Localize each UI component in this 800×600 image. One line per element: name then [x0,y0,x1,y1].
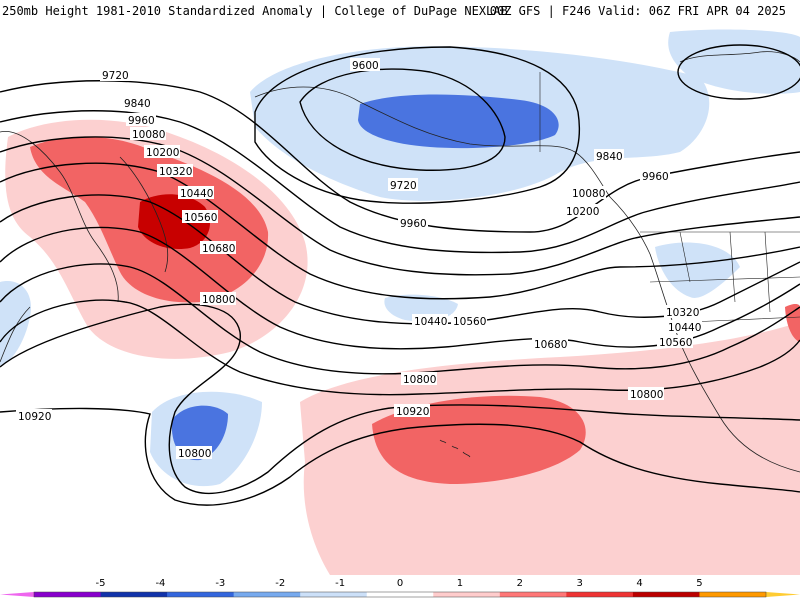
contour-label: 9960 [126,113,156,127]
colorbar-segment [499,592,567,597]
svg-text:10200: 10200 [146,147,179,159]
contour-label: 10560 [657,335,693,349]
anomaly-coast-light [655,242,740,298]
svg-text:10800: 10800 [403,374,436,386]
contour-label: 10800 [200,292,236,306]
colorbar-segment [366,592,434,597]
colorbar-tick-label: 2 [517,578,523,589]
colorbar-segment [433,592,501,597]
contour-label: 10440 [178,186,214,200]
contour-label: 9960 [398,216,428,230]
contour-label: 10680 [532,337,568,351]
svg-text:10560: 10560 [659,337,692,349]
colorbar: -5 -4 -3 -2 -1 0 1 2 3 4 5 [0,575,800,600]
colorbar-segment [34,592,102,597]
anomaly-map: 9600 9720 9720 9840 9840 9960 9960 9960 … [0,22,800,575]
svg-text:9840: 9840 [596,151,623,163]
svg-text:9960: 9960 [642,171,669,183]
svg-text:10800: 10800 [630,389,663,401]
svg-text:10080: 10080 [132,129,165,141]
anomaly-nw-dark [138,194,210,250]
contour-label: 9720 [388,178,418,192]
colorbar-segment [100,592,168,597]
colorbar-outline [33,591,767,598]
svg-text:10560: 10560 [184,212,217,224]
contour-label: 9960 [640,169,670,183]
contour-label: 10920 [394,404,430,418]
contour-label: 10080 [130,127,166,141]
anomaly-ne-corner-light [668,29,800,94]
contour-label: 9840 [122,96,152,110]
contour-label: 10320 [664,305,700,319]
colorbar-tick-labels: -5 -4 -3 -2 -1 0 1 2 3 4 5 [96,578,703,589]
colorbar-tick-label: -3 [215,578,225,589]
colorbar-segment [0,592,34,597]
contour-label: 9600 [350,58,380,72]
contour-label: 10560 [182,210,218,224]
svg-text:10680: 10680 [534,339,567,351]
colorbar-tick-label: 4 [636,578,642,589]
svg-text:10320: 10320 [666,307,699,319]
svg-text:10920: 10920 [18,411,51,423]
contour-label: 10800 [176,446,212,460]
contour-label: 10200 [144,145,180,159]
colorbar-segment [233,592,301,597]
contour-label: 10920 [16,409,52,423]
anomaly-west-light [0,281,31,367]
svg-text:10800: 10800 [178,448,211,460]
chart-title: 250mb Height 1981-2010 Standardized Anom… [2,4,508,18]
svg-text:10920: 10920 [396,406,429,418]
colorbar-segments [0,591,800,598]
svg-text:10320: 10320 [159,166,192,178]
colorbar-tick-label: -4 [155,578,165,589]
contour-label: 10800 [401,372,437,386]
colorbar-segment [699,592,767,597]
anomaly-pacific-mid [372,395,586,484]
svg-text:9960: 9960 [128,115,155,127]
svg-text:10800: 10800 [202,294,235,306]
svg-text:9840: 9840 [124,98,151,110]
svg-text:9960: 9960 [400,218,427,230]
anomaly-se-coast-mid [785,303,800,342]
contour-label: 10560 [451,314,487,328]
svg-text:9600: 9600 [352,60,379,72]
header-bar: 250mb Height 1981-2010 Standardized Anom… [0,0,800,22]
colorbar-tick-label: 3 [576,578,582,589]
contour-label: 10200 [564,204,600,218]
colorbar-segment [766,592,800,597]
svg-text:10440: 10440 [180,188,213,200]
colorbar-tick-label: -5 [96,578,106,589]
colorbar-tick-label: 1 [457,578,463,589]
svg-text:10200: 10200 [566,206,599,218]
contour-label: 10440 [666,320,702,334]
svg-text:10440: 10440 [668,322,701,334]
svg-text:10440: 10440 [414,316,447,328]
contour-label: 10440 [412,314,448,328]
model-run-info: 00Z GFS | F246 Valid: 06Z FRI APR 04 202… [489,4,786,18]
svg-text:10680: 10680 [202,243,235,255]
contour-labels: 9600 9720 9720 9840 9840 9960 9960 9960 … [16,58,702,460]
svg-text:9720: 9720 [390,180,417,192]
political-borders [539,72,800,323]
colorbar-segment [566,592,634,597]
colorbar-tick-label: 0 [397,578,403,589]
colorbar-tick-label: -2 [275,578,285,589]
colorbar-tick-label: -1 [335,578,345,589]
colorbar-segment [300,592,368,597]
svg-text:10560: 10560 [453,316,486,328]
contour-label: 9720 [100,68,130,82]
negative-anomaly-shading [0,29,800,487]
contour-label: 10080 [570,186,606,200]
svg-text:9720: 9720 [102,70,129,82]
anomaly-alaska-dark [358,94,559,149]
colorbar-tick-label: 5 [696,578,702,589]
contour-label: 10800 [628,387,664,401]
contour-label: 9840 [594,149,624,163]
colorbar-segment [167,592,235,597]
svg-text:10080: 10080 [572,188,605,200]
contour-label: 10680 [200,241,236,255]
colorbar-segment [632,592,700,597]
contour-label: 10320 [157,164,193,178]
